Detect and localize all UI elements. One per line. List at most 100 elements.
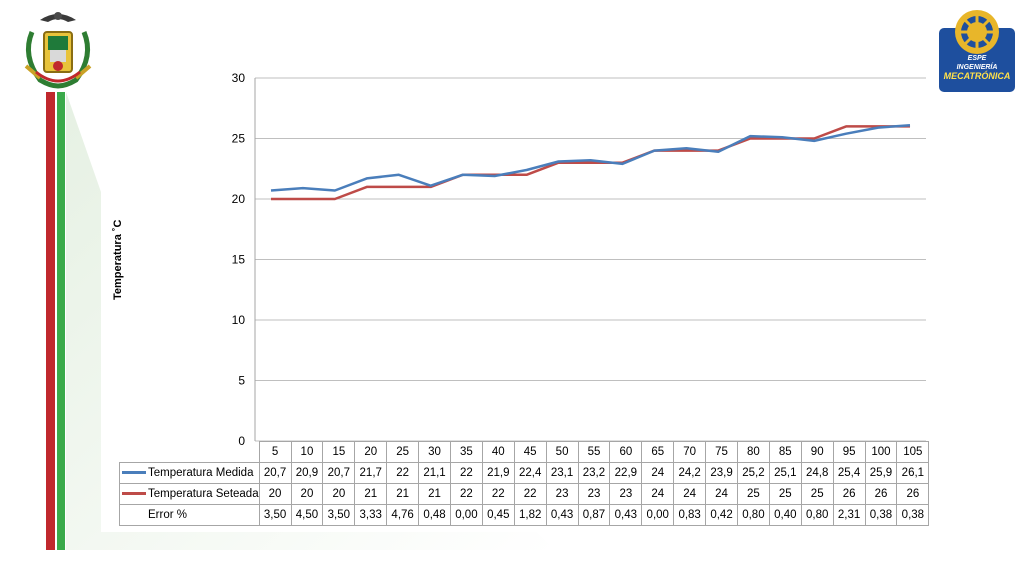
error-value: 1,82 bbox=[513, 504, 547, 526]
legend-label: Temperatura Seteada bbox=[148, 488, 259, 500]
data-label: 21 bbox=[386, 483, 420, 505]
y-tick-label: 25 bbox=[232, 132, 246, 146]
y-tick-label: 30 bbox=[232, 71, 246, 85]
legend-entry: Temperatura Seteada bbox=[119, 483, 260, 505]
logo-line-2: INGENIERÍA bbox=[956, 64, 998, 71]
legend-entry: Temperatura Medida bbox=[119, 462, 260, 484]
x-tick-label: 55 bbox=[577, 441, 611, 463]
error-value: 3,50 bbox=[258, 504, 292, 526]
error-value: 0,43 bbox=[609, 504, 643, 526]
data-label: 22 bbox=[513, 483, 547, 505]
y-tick-label: 0 bbox=[238, 434, 245, 448]
table-corner bbox=[119, 441, 260, 463]
table-row: Error % 3,50 4,50 3,50 3,33 4,76 0,48 0,00 0,45 1… bbox=[119, 504, 930, 526]
logo-line-3: MECATRÓNICA bbox=[943, 71, 1011, 81]
table-row: 5 10 15 20 25 30 35 40 45 50 55 60 65 70 75 80 85 90 95 100… bbox=[119, 441, 930, 463]
x-tick-label: 50 bbox=[545, 441, 579, 463]
error-label: Error % bbox=[148, 509, 187, 521]
data-label: 20 bbox=[322, 483, 356, 505]
green-stripe bbox=[57, 92, 65, 550]
x-tick-label: 25 bbox=[386, 441, 420, 463]
error-value: 0,38 bbox=[864, 504, 898, 526]
data-label: 20,7 bbox=[322, 462, 356, 484]
y-tick-label: 15 bbox=[232, 253, 246, 267]
data-label: 21,9 bbox=[481, 462, 515, 484]
data-label: 26,1 bbox=[896, 462, 930, 484]
y-tick-label: 10 bbox=[232, 313, 246, 327]
x-tick-label: 15 bbox=[322, 441, 356, 463]
data-label: 26 bbox=[832, 483, 866, 505]
data-label: 24 bbox=[705, 483, 738, 505]
data-label: 24,8 bbox=[800, 462, 834, 484]
x-tick-label: 40 bbox=[481, 441, 515, 463]
logo-text: ESPE INGENIERÍA MECATRÓNICA bbox=[941, 54, 1013, 81]
coat-of-arms-icon bbox=[24, 12, 92, 89]
error-value: 0,80 bbox=[800, 504, 834, 526]
x-tick-label: 30 bbox=[418, 441, 451, 463]
data-label: 26 bbox=[864, 483, 898, 505]
table-row: Temperatura Medida 20,7 20,9 20,7 21,7 22 21,1… bbox=[119, 462, 930, 484]
error-value: 0,00 bbox=[641, 504, 675, 526]
data-label: 22 bbox=[481, 483, 515, 505]
error-value: 0,45 bbox=[481, 504, 515, 526]
data-label: 25 bbox=[736, 483, 770, 505]
data-label: 23 bbox=[577, 483, 611, 505]
error-value: 0,87 bbox=[577, 504, 611, 526]
error-value: 4,50 bbox=[290, 504, 324, 526]
data-label: 20 bbox=[258, 483, 292, 505]
data-label: 22 bbox=[449, 483, 483, 505]
data-label: 25 bbox=[800, 483, 834, 505]
espe-mechatronics-logo-icon bbox=[939, 10, 1015, 92]
error-value: 0,80 bbox=[736, 504, 770, 526]
x-tick-label: 100 bbox=[864, 441, 898, 463]
data-label: 23,1 bbox=[545, 462, 579, 484]
error-value: 0,43 bbox=[545, 504, 579, 526]
x-tick-label: 75 bbox=[705, 441, 738, 463]
y-axis-label: Temperatura ˚C bbox=[112, 219, 124, 300]
data-label: 25,4 bbox=[832, 462, 866, 484]
data-label: 22 bbox=[449, 462, 483, 484]
data-label: 25 bbox=[768, 483, 802, 505]
x-tick-label: 35 bbox=[449, 441, 483, 463]
x-tick-label: 20 bbox=[354, 441, 388, 463]
data-label: 23 bbox=[609, 483, 643, 505]
x-tick-label: 60 bbox=[609, 441, 643, 463]
x-tick-label: 70 bbox=[673, 441, 707, 463]
data-label: 23 bbox=[545, 483, 579, 505]
data-label: 20,7 bbox=[258, 462, 292, 484]
x-tick-label: 85 bbox=[768, 441, 802, 463]
y-tick-label: 5 bbox=[238, 374, 245, 388]
error-value: 0,42 bbox=[705, 504, 738, 526]
x-tick-label: 45 bbox=[513, 441, 547, 463]
data-label: 20,9 bbox=[290, 462, 324, 484]
x-tick-label: 90 bbox=[800, 441, 834, 463]
data-label: 23,9 bbox=[705, 462, 738, 484]
error-value: 0,48 bbox=[418, 504, 451, 526]
legend-swatch bbox=[122, 471, 146, 475]
error-value: 0,00 bbox=[449, 504, 483, 526]
grid-lines bbox=[254, 77, 926, 442]
red-stripe bbox=[46, 92, 55, 550]
logo-line-1: ESPE bbox=[967, 55, 987, 62]
legend-swatch bbox=[122, 492, 146, 496]
data-label: 21,1 bbox=[418, 462, 451, 484]
y-tick-label: 20 bbox=[232, 192, 246, 206]
data-label: 25,2 bbox=[736, 462, 770, 484]
table-row: Temperatura Seteada 20 20 20 21 21 21 22 22 22 23 2… bbox=[119, 483, 930, 505]
error-value: 3,33 bbox=[354, 504, 388, 526]
data-label: 24 bbox=[641, 462, 675, 484]
data-label: 25,9 bbox=[864, 462, 898, 484]
series-line-setpoint bbox=[271, 125, 910, 201]
data-label: 24 bbox=[641, 483, 675, 505]
data-label: 20 bbox=[290, 483, 324, 505]
x-tick-label: 5 bbox=[258, 441, 292, 463]
x-tick-label: 80 bbox=[736, 441, 770, 463]
series-lines bbox=[270, 123, 911, 201]
error-value: 4,76 bbox=[386, 504, 420, 526]
data-table: 5 10 15 20 25 30 35 40 45 50 55 60 65 70 75 80 85 90 95 100… bbox=[119, 441, 930, 526]
data-label: 23,2 bbox=[577, 462, 611, 484]
x-tick-label: 105 bbox=[896, 441, 930, 463]
data-label: 21 bbox=[418, 483, 451, 505]
